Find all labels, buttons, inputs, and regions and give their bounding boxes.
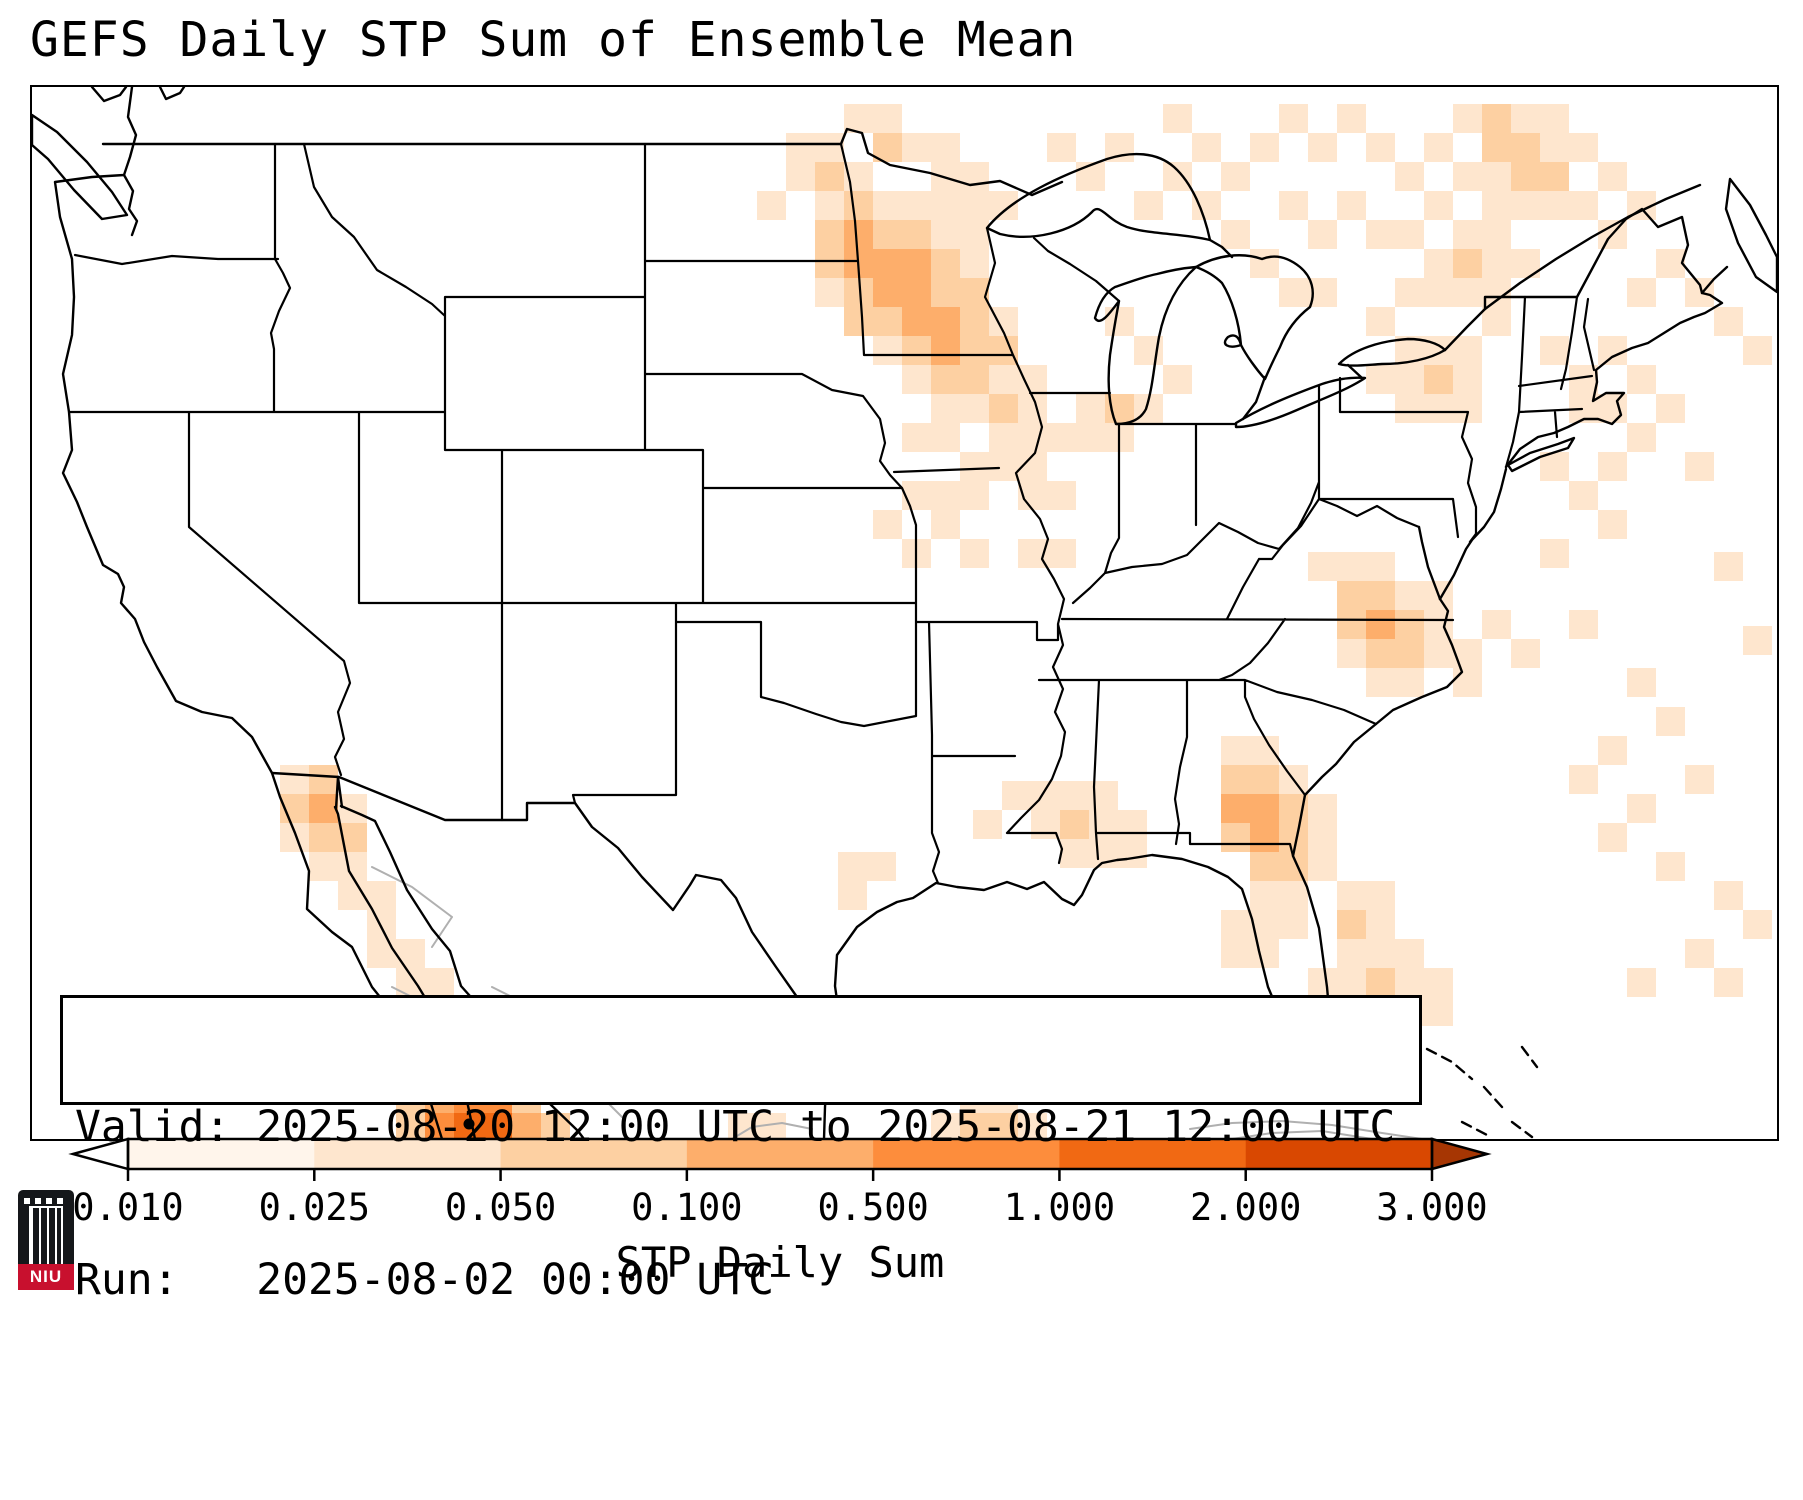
- chesapeake-bay: [1417, 525, 1442, 601]
- colorbar-tick-label: 0.500: [817, 1186, 929, 1229]
- colorbar-tick-label: 3.000: [1376, 1186, 1488, 1229]
- colorbar-tick-label: 2.000: [1190, 1186, 1302, 1229]
- map-panel: Valid: 2025-08-20 12:00 UTC to 2025-08-2…: [30, 85, 1779, 1305]
- colorbar-tick-label: 0.100: [631, 1186, 743, 1229]
- colorbar-tick-label: 1.000: [1003, 1186, 1116, 1229]
- colorbar: [68, 1137, 1492, 1181]
- stp-shading-layer: [280, 104, 1772, 1139]
- great-lakes: [985, 152, 1702, 429]
- figure-title: GEFS Daily STP Sum of Ensemble Mean: [30, 12, 1077, 68]
- detroit-river: [1241, 363, 1364, 421]
- colorbar-label: STP Daily Sum: [615, 1238, 945, 1287]
- st-lawrence-river: [1483, 183, 1702, 311]
- info-box: Valid: 2025-08-20 12:00 UTC to 2025-08-2…: [60, 995, 1422, 1305]
- gulf-atlantic-coast: [833, 597, 1464, 1057]
- cuba-coastline: [1189, 1120, 1423, 1139]
- mexico-border: [270, 771, 843, 1030]
- vancouver-island: [32, 113, 129, 221]
- colorbar-tick-label: 0.025: [258, 1186, 370, 1229]
- lake-michigan: [1093, 265, 1198, 426]
- colorbar-over-arrow: [1430, 1137, 1492, 1171]
- max-value-marker: [463, 1118, 475, 1130]
- new-england-coast: [1504, 265, 1729, 469]
- niu-logo: NIU: [18, 1190, 74, 1290]
- niu-logo-text: NIU: [18, 1264, 74, 1290]
- castle-icon: [24, 1198, 68, 1264]
- colorbar-tick-label: 0.050: [444, 1186, 557, 1229]
- lake-erie: [1234, 376, 1367, 429]
- bc-coast: [90, 87, 186, 103]
- canada-border: [101, 127, 1704, 352]
- niu-crest-icon: [18, 1190, 74, 1264]
- national-borders: [101, 127, 1704, 1030]
- state-borders: [67, 142, 1596, 885]
- long-island: [1506, 436, 1576, 473]
- run-time-text: Run: 2025-08-02 00:00 UTC: [75, 1255, 774, 1305]
- delmarva-nj-coast: [1438, 467, 1508, 601]
- pacific-coast: [53, 87, 444, 1139]
- map-svg: [32, 87, 1777, 1139]
- colorbar-ticks: 0.010 0.025 0.050 0.100 0.500 1.000 2.000 3.000: [0, 1186, 1803, 1236]
- valid-time-text: Valid: 2025-08-20 12:00 UTC to 2025-08-2…: [75, 1102, 1396, 1152]
- bahamas: [1425, 1045, 1539, 1139]
- nova-scotia: [1724, 177, 1777, 294]
- colorbar-tick-label: 0.010: [72, 1186, 184, 1229]
- puget-sound: [122, 173, 139, 237]
